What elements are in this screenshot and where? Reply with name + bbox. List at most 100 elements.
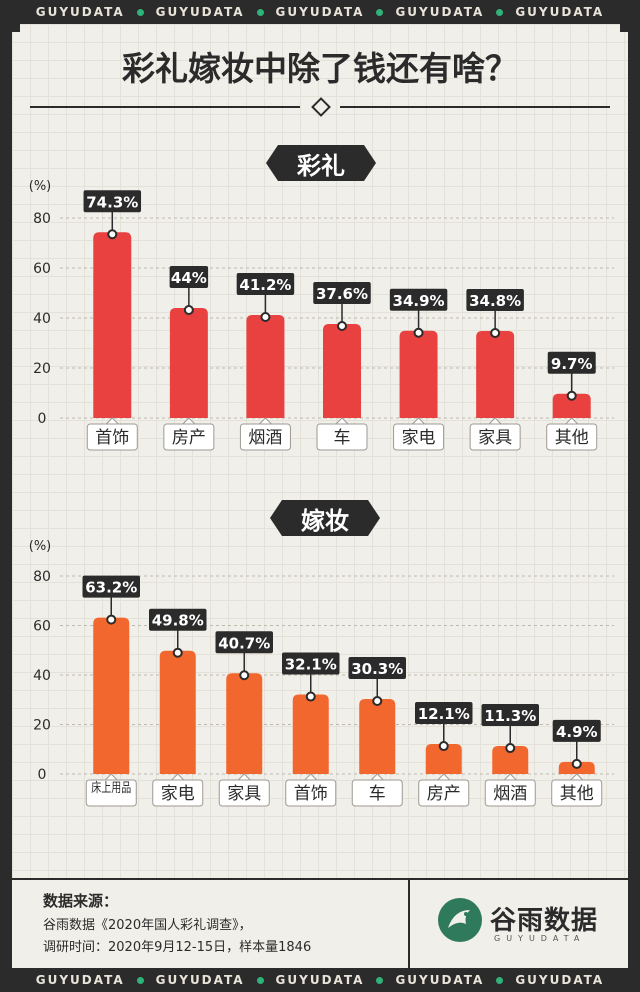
- data-label: 63.2%: [85, 579, 137, 597]
- data-label: 12.1%: [418, 705, 470, 723]
- data-label: 9.7%: [551, 355, 593, 373]
- value-label-bg: [348, 657, 406, 680]
- y-axis-label: (%): [29, 539, 52, 554]
- bar-dot: [172, 647, 183, 658]
- x-tick-label: 床上用品: [91, 781, 131, 796]
- bar: [292, 694, 329, 774]
- dot-icon: [256, 976, 264, 984]
- bar-dot: [490, 328, 501, 338]
- brand-strip-bottom: GUYUDATA GUYUDATA GUYUDATA GUYUDATA GUYUDATA: [0, 968, 640, 992]
- title-rule-left: [30, 106, 300, 108]
- bar-dot: [337, 321, 347, 331]
- bar-dot: [106, 614, 117, 625]
- dot-icon: [376, 976, 384, 984]
- x-tick-label: 房产: [172, 428, 206, 448]
- bar: [226, 673, 263, 774]
- data-label: 44%: [171, 269, 207, 287]
- value-label-bg: [215, 631, 273, 654]
- bar-dot: [183, 305, 194, 315]
- bar: [159, 650, 196, 774]
- brand-strip-text: GUYUDATA: [395, 973, 485, 987]
- data-label: 4.9%: [556, 723, 598, 741]
- brand-strip-text: GUYUDATA: [515, 5, 605, 19]
- poster-panel: [12, 24, 628, 968]
- data-label: 30.3%: [351, 660, 403, 678]
- data-label: 41.2%: [239, 276, 291, 294]
- category-pointer: [370, 773, 385, 781]
- x-tick-label: 房产: [427, 784, 461, 804]
- category-pointer: [104, 773, 119, 781]
- page-title: 彩礼嫁妆中除了钱还有啥？: [122, 49, 518, 88]
- bar-dot: [372, 696, 383, 707]
- value-label-bg: [82, 575, 140, 598]
- x-tick-label: 其他: [555, 428, 589, 448]
- value-label-bg: [389, 288, 448, 311]
- value-label-bg: [282, 652, 340, 675]
- bar: [552, 393, 591, 418]
- bar-dot: [239, 670, 250, 681]
- category-pointer: [258, 417, 273, 425]
- y-tick-label: 40: [33, 668, 51, 684]
- section-title-caili: 彩礼: [266, 145, 376, 181]
- y-tick-label: 60: [33, 619, 51, 635]
- x-tick-label: 首饰: [294, 784, 328, 804]
- bar: [425, 744, 462, 774]
- bar: [492, 746, 529, 774]
- value-label-bg: [552, 719, 601, 742]
- category-pointer: [334, 417, 350, 425]
- value-label-bg: [83, 190, 142, 213]
- y-tick-label: 0: [38, 411, 47, 427]
- y-tick-label: 80: [33, 569, 51, 585]
- brand-strip-text: GUYUDATA: [155, 5, 245, 19]
- category-pointer: [170, 773, 185, 781]
- x-tick-label: 烟酒: [493, 784, 527, 804]
- bar: [399, 330, 438, 418]
- value-label-bg: [466, 289, 524, 311]
- data-label: 40.7%: [218, 634, 270, 652]
- logo-subtitle: GUYUDATA: [494, 934, 586, 943]
- category-pointer: [487, 417, 503, 425]
- brand-strip-top: GUYUDATA GUYUDATA GUYUDATA GUYUDATA GUYUDATA: [0, 0, 640, 24]
- y-tick-label: 20: [33, 361, 51, 377]
- x-tick-label: 首饰: [95, 428, 129, 448]
- y-tick-label: 80: [33, 211, 51, 227]
- value-label-bg: [547, 351, 596, 374]
- data-label: 34.9%: [393, 292, 445, 310]
- source-line: 调研时间：2020年9月12-15日，样本量1846: [43, 940, 312, 955]
- corner-mark: [620, 24, 628, 32]
- bar-dot: [107, 229, 118, 240]
- dot-icon: [496, 8, 504, 16]
- x-tick-label: 家具: [227, 784, 261, 804]
- bar-dot: [305, 691, 316, 702]
- category-pointer: [569, 773, 584, 781]
- x-tick-label: 家电: [161, 784, 195, 804]
- category-pointer: [105, 417, 120, 425]
- bar-dot: [566, 390, 577, 401]
- x-tick-label: 家电: [402, 428, 436, 448]
- bar: [93, 232, 132, 418]
- brand-strip-text: GUYUDATA: [155, 973, 245, 987]
- value-label-bg: [236, 273, 295, 295]
- value-label-bg: [415, 702, 473, 725]
- dot-icon: [376, 8, 384, 16]
- y-tick-label: 0: [38, 767, 47, 783]
- data-label: 74.3%: [86, 193, 138, 211]
- data-label: 49.8%: [152, 612, 204, 630]
- dot-icon: [136, 976, 144, 984]
- x-tick-label: 车: [369, 784, 386, 804]
- y-tick-label: 40: [33, 311, 51, 327]
- data-label: 32.1%: [285, 656, 337, 674]
- dot-icon: [256, 8, 264, 16]
- bar: [246, 315, 285, 418]
- brand-strip-text: GUYUDATA: [515, 973, 605, 987]
- value-label-bg: [169, 266, 209, 288]
- bar-dot: [438, 741, 449, 752]
- bird-icon: [438, 898, 482, 942]
- source-title: 数据来源：: [43, 892, 119, 910]
- brand-strip-text: GUYUDATA: [395, 5, 485, 19]
- category-pointer: [411, 417, 426, 425]
- corner-mark: [12, 24, 20, 32]
- brand-strip-text: GUYUDATA: [275, 973, 365, 987]
- dot-icon: [496, 976, 504, 984]
